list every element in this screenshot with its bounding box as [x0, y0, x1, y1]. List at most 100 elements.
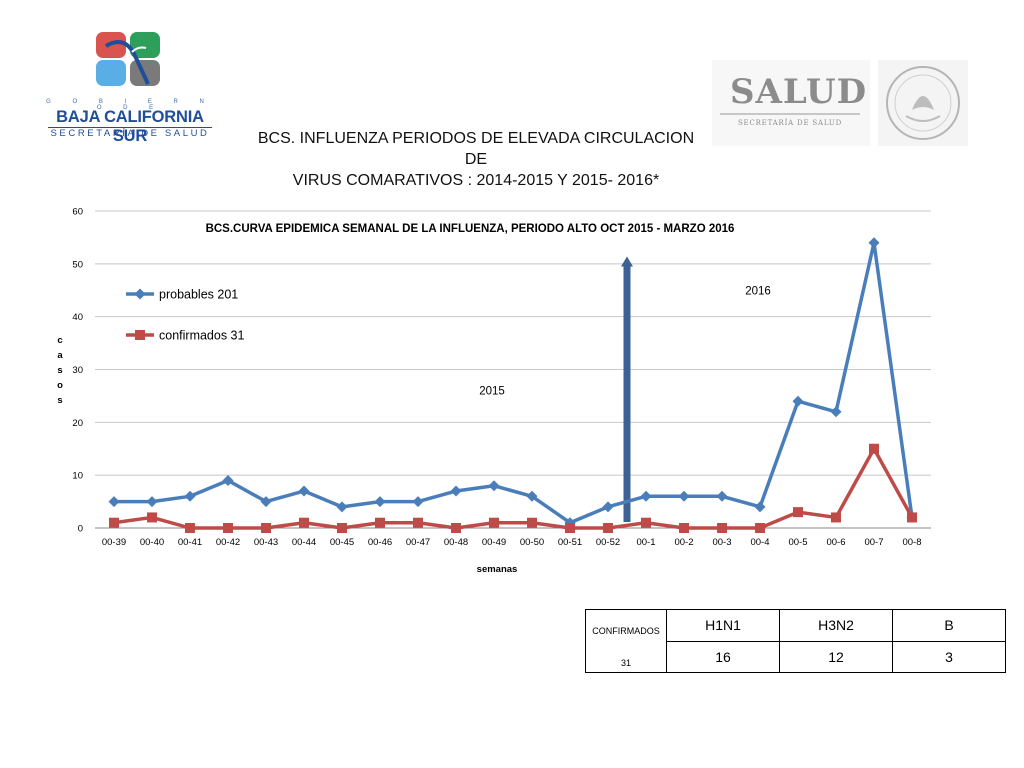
series-line: [113, 447, 914, 530]
data-point-marker: [716, 490, 728, 502]
year-annotation: 2016: [745, 285, 771, 297]
table-value-b: 3: [892, 640, 1006, 673]
y-axis-label-letter: s: [57, 365, 62, 376]
y-axis-label-letter: a: [57, 350, 63, 361]
x-tick-label: 00-4: [750, 537, 769, 548]
y-tick-label: 20: [72, 418, 83, 429]
legend-label: confirmados 31: [159, 329, 245, 343]
data-point-marker: [223, 523, 233, 533]
series-line: [114, 240, 914, 525]
data-point-marker: [374, 496, 386, 508]
year-divider: [621, 256, 633, 522]
x-tick-label: 00-8: [902, 537, 921, 548]
logo-mark-icon: [104, 40, 150, 85]
y-tick-label: 0: [78, 524, 83, 535]
y-axis-label-letter: s: [57, 395, 62, 406]
logo-divider: [48, 127, 212, 128]
data-point-marker: [603, 523, 613, 533]
series-probables: [108, 237, 918, 529]
data-point-marker: [602, 501, 614, 513]
data-point-marker: [868, 237, 880, 249]
data-point-marker: [793, 507, 803, 518]
x-tick-label: 00-45: [330, 537, 354, 548]
y-tick-label: 10: [72, 471, 83, 482]
x-tick-label: 00-51: [558, 537, 582, 548]
logo-secretaria-text: SECRETARÍA DE SALUD: [50, 128, 210, 139]
year-annotation: 2015: [479, 386, 505, 398]
data-point-marker: [831, 512, 841, 523]
x-axis-label: semanas: [477, 564, 518, 575]
x-axis-ticks: 00-39 00-40 00-41 00-42 00-43 00-44 00-45 00-46…: [102, 537, 922, 548]
salud-wordmark: SALUD SECRETARÍA DE SALUD: [712, 60, 870, 146]
table-value-h1n1: 16: [666, 640, 780, 673]
x-tick-label: 00-48: [444, 537, 468, 548]
data-point-marker: [640, 490, 652, 502]
y-axis-label-letter: o: [57, 380, 63, 391]
divider-arrowhead-icon: [621, 256, 633, 267]
data-point-marker: [185, 523, 195, 533]
table-value-h3n2: 12: [779, 640, 893, 673]
data-point-marker: [134, 288, 146, 300]
data-point-marker: [527, 517, 537, 528]
data-point-marker: [830, 406, 842, 418]
x-tick-label: 00-7: [864, 537, 883, 548]
chart-title: BCS.CURVA EPIDEMICA SEMANAL DE LA INFLUE…: [206, 223, 735, 235]
x-tick-label: 00-2: [674, 537, 693, 548]
chart-series: [108, 237, 918, 533]
data-point-marker: [792, 395, 804, 407]
table-header-h3n2: H3N2: [779, 609, 893, 642]
data-point-marker: [299, 517, 309, 528]
x-tick-label: 00-43: [254, 537, 278, 548]
y-axis-label-letter: c: [57, 335, 62, 346]
data-point-marker: [869, 443, 879, 454]
x-tick-label: 00-39: [102, 537, 126, 548]
x-tick-label: 00-52: [596, 537, 620, 548]
salud-subtitle: SECRETARÍA DE SALUD: [737, 119, 843, 127]
data-point-marker: [109, 517, 119, 528]
salud-word: SALUD: [730, 72, 868, 112]
x-tick-label: 00-41: [178, 537, 202, 548]
page-title: BCS. INFLUENZA PERIODOS DE ELEVADA CIRCU…: [252, 128, 700, 191]
data-point-marker: [413, 517, 423, 528]
divider-shaft: [623, 264, 631, 522]
series-confirmados: [109, 443, 917, 533]
title-line-1: BCS. INFLUENZA PERIODOS DE ELEVADA CIRCU…: [257, 130, 695, 168]
salud-divider: [720, 113, 860, 115]
x-tick-label: 00-50: [520, 537, 544, 548]
y-tick-label: 30: [72, 365, 83, 376]
data-point-marker: [375, 517, 385, 528]
title-line-2: VIRUS COMARATIVOS : 2014-2015 Y 2015- 20…: [292, 172, 660, 189]
data-point-marker: [260, 496, 272, 508]
y-tick-label: 60: [72, 207, 83, 218]
legend-label: probables 201: [159, 288, 238, 302]
chart-gridlines: [95, 210, 931, 529]
data-point-marker: [754, 501, 766, 513]
logo-gobierno-text: G O B I E R N O D E: [46, 99, 214, 111]
table-row: CONFIRMADOS 31 H1N1 H3N2 B: [585, 609, 1006, 673]
data-point-marker: [337, 523, 347, 533]
data-point-marker: [489, 517, 499, 528]
data-point-marker: [451, 523, 461, 533]
data-point-marker: [679, 523, 689, 533]
confirmed-subtypes-table: CONFIRMADOS 31 H1N1 H3N2 B 16 12 3: [585, 609, 1006, 673]
logo-tile-blue: [96, 60, 126, 86]
data-point-marker: [298, 485, 310, 497]
y-tick-label: 50: [72, 259, 83, 270]
x-tick-label: 00-47: [406, 537, 430, 548]
table-row: 16 12 3: [586, 640, 1006, 673]
eagle-seal-icon: [886, 66, 960, 140]
table-header-b: B: [892, 609, 1006, 642]
x-tick-label: 00-44: [292, 537, 316, 548]
x-tick-label: 00-5: [788, 537, 807, 548]
data-point-marker: [488, 480, 500, 492]
data-point-marker: [108, 496, 120, 508]
x-tick-label: 00-46: [368, 537, 392, 548]
chart-legend: probables 201 confirmados 31: [126, 288, 245, 343]
data-point-marker: [146, 496, 158, 508]
x-tick-label: 00-3: [712, 537, 731, 548]
data-point-marker: [907, 512, 917, 523]
data-point-marker: [222, 474, 234, 486]
x-tick-label: 00-42: [216, 537, 240, 548]
